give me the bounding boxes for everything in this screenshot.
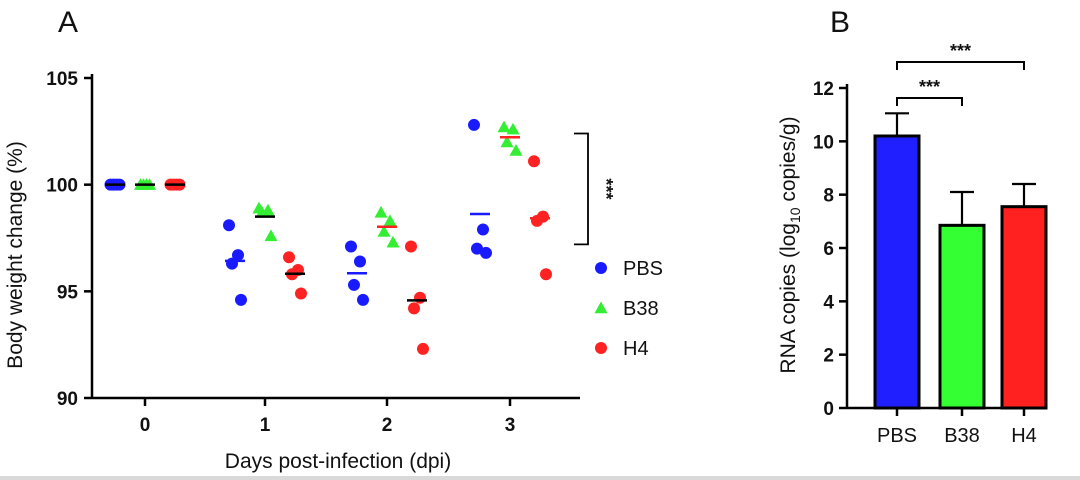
bottom-divider [0, 476, 1080, 480]
panel-a-point-pbs [357, 293, 369, 306]
panel-a-significance-bracket [574, 132, 589, 246]
panel-b-y-tick-label: 10 [813, 132, 834, 153]
panel-a-point-b38 [377, 225, 391, 237]
panel-a-point-b38 [506, 122, 520, 135]
panel-b-ylabel-sub: 10 [787, 207, 803, 223]
panel-a-x-tick-label: 0 [140, 415, 151, 436]
panel-a-point-h4 [295, 287, 307, 300]
panel-a-point-b38 [383, 214, 397, 227]
panel-a-x-ticks: 0 1 2 3 [140, 398, 516, 436]
panel-a-point-b38 [255, 205, 269, 218]
panel-a-point-pbs [354, 255, 366, 268]
panel-a-x-axis-title: Days post-infection (dpi) [225, 450, 451, 473]
panel-b-y-tick-label: 4 [823, 292, 834, 313]
panel-a-scatter: A 90 95 100 105 0 1 2 3 *** PBS B38 H4 Days post… [4, 6, 663, 473]
panel-b-significance-label: *** [919, 77, 940, 97]
panel-a-y-tick-label: 95 [57, 282, 79, 303]
panel-a-point-h4 [283, 251, 295, 264]
panel-a-point-pbs [232, 249, 244, 262]
panel-a-mean-lines [105, 135, 550, 302]
panel-a-point-b38 [386, 235, 400, 248]
panel-b-y-tick-label: 2 [823, 346, 834, 367]
panel-b-y-tick-label: 8 [823, 186, 834, 207]
panel-b-y-tick-label: 12 [813, 79, 834, 100]
panel-a-point-pbs [471, 242, 483, 255]
panel-a-point-pbs [480, 246, 492, 259]
panel-a-point-h4 [528, 155, 540, 168]
legend-marker-h4 [595, 342, 607, 354]
panel-a-axes [90, 74, 580, 400]
panel-a-y-tick-label: 105 [46, 69, 78, 90]
panel-a-point-b38 [497, 120, 511, 133]
legend-marker-b38 [594, 301, 608, 314]
panel-a-point-pbs [468, 118, 480, 131]
legend-label-pbs: PBS [623, 258, 663, 280]
panel-b-ylabel-post: copies/g) [777, 116, 800, 207]
panel-a-y-ticks: 90 95 100 105 [46, 69, 92, 410]
panel-b-bar: B 0 2 4 6 8 10 12 PBS B38 H4 *** *** RNA copies (… [777, 6, 1048, 447]
panel-a-point-h4 [531, 214, 543, 227]
panel-b-bars [873, 112, 1048, 410]
panel-a-point-h4 [540, 268, 552, 281]
panel-a-point-h4 [405, 240, 417, 253]
panel-a-point-h4 [414, 291, 426, 304]
panel-a-points [104, 118, 552, 355]
panel-a-point-pbs [477, 223, 489, 236]
panel-b-letter: B [830, 6, 850, 39]
panel-b-x-tick-label-b38: B38 [944, 425, 980, 447]
panel-a-point-b38 [509, 144, 523, 156]
panel-a-legend: PBS B38 H4 [594, 258, 663, 360]
panel-b-y-tick-label: 0 [823, 399, 834, 420]
panel-b-significance-bracket [896, 61, 1025, 70]
panel-a-significance-label: *** [596, 178, 616, 199]
panel-a-point-h4 [417, 342, 429, 355]
panel-a-y-tick-label: 90 [57, 389, 78, 410]
panel-b-significance: *** *** [896, 41, 1025, 106]
panel-a-point-pbs [345, 240, 357, 253]
panel-b-bar-pbs [873, 134, 921, 410]
panel-b-bar-b38 [938, 223, 986, 410]
panel-a-point-h4 [408, 302, 420, 315]
panel-a-point-b38 [374, 205, 388, 218]
panel-a-point-pbs [348, 278, 360, 291]
panel-b-significance-bracket [896, 97, 963, 106]
panel-a-x-tick-label: 1 [260, 415, 271, 436]
panel-a-x-tick-label: 2 [382, 415, 393, 436]
panel-b-bar-h4 [1000, 205, 1048, 410]
panel-b-x-ticks: PBS B38 H4 [877, 408, 1037, 447]
panel-a-y-tick-label: 100 [46, 176, 78, 197]
legend-label-h4: H4 [623, 338, 649, 360]
panel-a-point-b38 [500, 135, 514, 148]
panel-a-x-tick-label: 3 [505, 415, 516, 436]
panel-b-y-tick-label: 6 [823, 239, 834, 260]
panel-b-x-tick-label-pbs: PBS [877, 425, 917, 447]
panel-b-y-ticks: 0 2 4 6 8 10 12 [813, 79, 847, 420]
panel-a-significance: *** [574, 132, 616, 246]
panel-b-y-axis-title: RNA copies (log10 copies/g) [777, 116, 803, 373]
panel-b-ylabel-pre: RNA copies (log [777, 223, 800, 374]
legend-marker-pbs [595, 262, 607, 274]
panel-a-point-b38 [264, 229, 278, 242]
panel-a-letter: A [58, 6, 78, 39]
panel-a-point-pbs [235, 293, 247, 306]
legend-label-b38: B38 [623, 298, 659, 320]
panel-b-x-tick-label-h4: H4 [1011, 425, 1037, 447]
panel-a-point-pbs [226, 257, 238, 270]
panel-a-point-pbs [223, 219, 235, 232]
panel-a-y-axis-title: Body weight change (%) [4, 141, 27, 369]
panel-b-significance-label: *** [950, 41, 971, 61]
